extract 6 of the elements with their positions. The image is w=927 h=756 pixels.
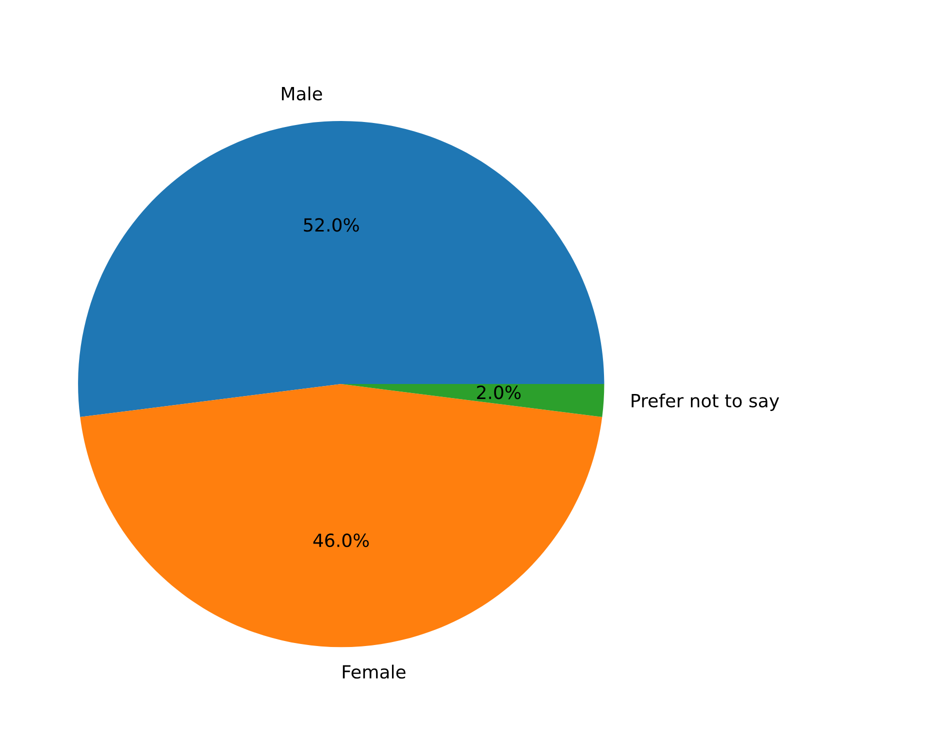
- slice-label: Prefer not to say: [632, 393, 780, 411]
- data-label: 52.0%: [304, 218, 359, 232]
- data-label: 2.0%: [477, 386, 521, 400]
- slice-label: Female: [342, 664, 406, 679]
- slice-label: Male: [282, 86, 322, 100]
- data-label: 46.0%: [313, 533, 369, 548]
